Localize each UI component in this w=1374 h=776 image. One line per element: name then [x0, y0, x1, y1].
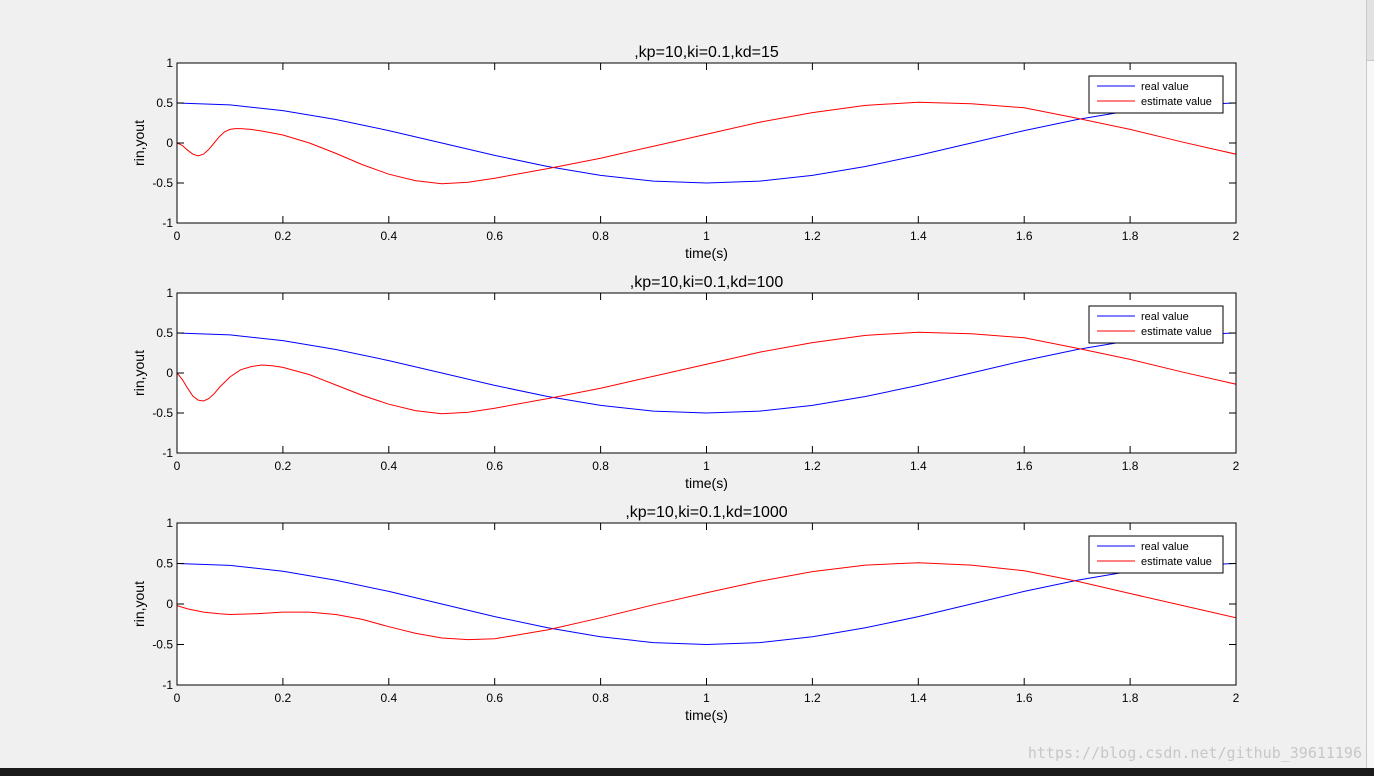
x-tick-label: 1.8 [1122, 691, 1139, 705]
legend: real value estimate value [1088, 535, 1224, 574]
subplot-1: ,kp=10,ki=0.1,kd=15 0 0.2 0.4 0.6 0.8 1 1.2 1.4 1… [131, 44, 1240, 261]
x-tick-label: 1.4 [910, 459, 927, 473]
x-tick-label: 0.8 [592, 229, 609, 243]
plot-area [177, 293, 1236, 453]
y-tick-label: 1 [166, 56, 173, 70]
series-line-real [177, 563, 1236, 646]
y-tick-label: 0 [166, 597, 173, 611]
vertical-scrollbar[interactable] [1366, 0, 1374, 768]
y-tick-label: 0 [166, 366, 173, 380]
x-tick-label: 0 [174, 229, 181, 243]
x-tick-label: 0.6 [486, 459, 503, 473]
x-tick-label: 2 [1233, 229, 1240, 243]
legend-box [1088, 535, 1224, 574]
series-line-estimate [177, 101, 1236, 185]
legend-label: real value [1141, 541, 1189, 553]
y-axis-label: rin,yout [131, 581, 147, 627]
x-tick-label: 1 [703, 459, 710, 473]
x-tick-label: 1.6 [1016, 459, 1033, 473]
subplot-3: ,kp=10,ki=0.1,kd=1000 0 0.2 0.4 0.6 0.8 1 1.2 1.… [131, 504, 1240, 723]
x-tick-label: 0.4 [380, 459, 397, 473]
x-tick-label: 0 [174, 459, 181, 473]
x-tick-label: 1 [703, 691, 710, 705]
legend-label: estimate value [1141, 556, 1212, 568]
legend-label: real value [1141, 311, 1189, 323]
x-tick-label: 0 [174, 691, 181, 705]
x-tick-label: 0.2 [275, 229, 292, 243]
y-tick-label: -0.5 [152, 406, 173, 420]
x-tick-label: 1.2 [804, 459, 821, 473]
y-tick-label: 1 [166, 286, 173, 300]
legend-label: estimate value [1141, 96, 1212, 108]
series-line-real [177, 332, 1236, 414]
plot-area [177, 523, 1236, 685]
x-tick-label: 1.2 [804, 691, 821, 705]
y-tick-label: 0.5 [156, 96, 173, 110]
x-tick-label: 2 [1233, 691, 1240, 705]
legend-box [1088, 305, 1224, 344]
x-tick-label: 0.4 [380, 229, 397, 243]
x-tick-label: 0.6 [486, 691, 503, 705]
series-line-real [177, 102, 1236, 184]
x-tick-label: 0.6 [486, 229, 503, 243]
chart-title: ,kp=10,ki=0.1,kd=15 [634, 44, 779, 61]
x-tick-label: 1.4 [910, 691, 927, 705]
x-tick-label: 0.2 [275, 691, 292, 705]
x-axis-label: time(s) [685, 245, 728, 261]
x-tick-label: 1.6 [1016, 229, 1033, 243]
legend-label: estimate value [1141, 326, 1212, 338]
x-tick-label: 0.8 [592, 691, 609, 705]
y-tick-label: -0.5 [152, 176, 173, 190]
legend-label: real value [1141, 81, 1189, 93]
x-axis-label: time(s) [685, 707, 728, 723]
x-tick-label: 1.6 [1016, 691, 1033, 705]
x-tick-label: 0.8 [592, 459, 609, 473]
y-tick-label: 0.5 [156, 557, 173, 571]
y-tick-label: -1 [162, 678, 173, 692]
x-axis-label: time(s) [685, 475, 728, 491]
y-tick-label: -1 [162, 446, 173, 460]
y-axis-label: rin,yout [131, 120, 147, 166]
chart-title: ,kp=10,ki=0.1,kd=1000 [625, 504, 787, 521]
legend-box [1088, 75, 1224, 114]
y-tick-label: 0.5 [156, 326, 173, 340]
series-line-estimate [177, 331, 1236, 415]
subplot-2: ,kp=10,ki=0.1,kd=100 0 0.2 0.4 0.6 0.8 1 1.2 1.4… [131, 274, 1240, 491]
x-tick-label: 1.4 [910, 229, 927, 243]
chart-title: ,kp=10,ki=0.1,kd=100 [630, 274, 784, 291]
legend: real value estimate value [1088, 305, 1224, 344]
watermark-text: https://blog.csdn.net/github_39611196 [1027, 744, 1362, 762]
plot-area [177, 63, 1236, 223]
x-tick-label: 0.4 [380, 691, 397, 705]
taskbar-edge [0, 768, 1374, 776]
x-tick-label: 1.8 [1122, 229, 1139, 243]
x-tick-label: 2 [1233, 459, 1240, 473]
y-tick-label: -0.5 [152, 638, 173, 652]
x-tick-label: 0.2 [275, 459, 292, 473]
x-tick-label: 1 [703, 229, 710, 243]
scrollbar-thumb[interactable] [1367, 0, 1374, 61]
x-tick-label: 1.8 [1122, 459, 1139, 473]
y-tick-label: 0 [166, 136, 173, 150]
y-tick-label: 1 [166, 516, 173, 530]
x-tick-label: 1.2 [804, 229, 821, 243]
y-axis-label: rin,yout [131, 350, 147, 396]
y-tick-label: -1 [162, 216, 173, 230]
series-line-estimate [177, 562, 1236, 641]
legend: real value estimate value [1088, 75, 1224, 114]
